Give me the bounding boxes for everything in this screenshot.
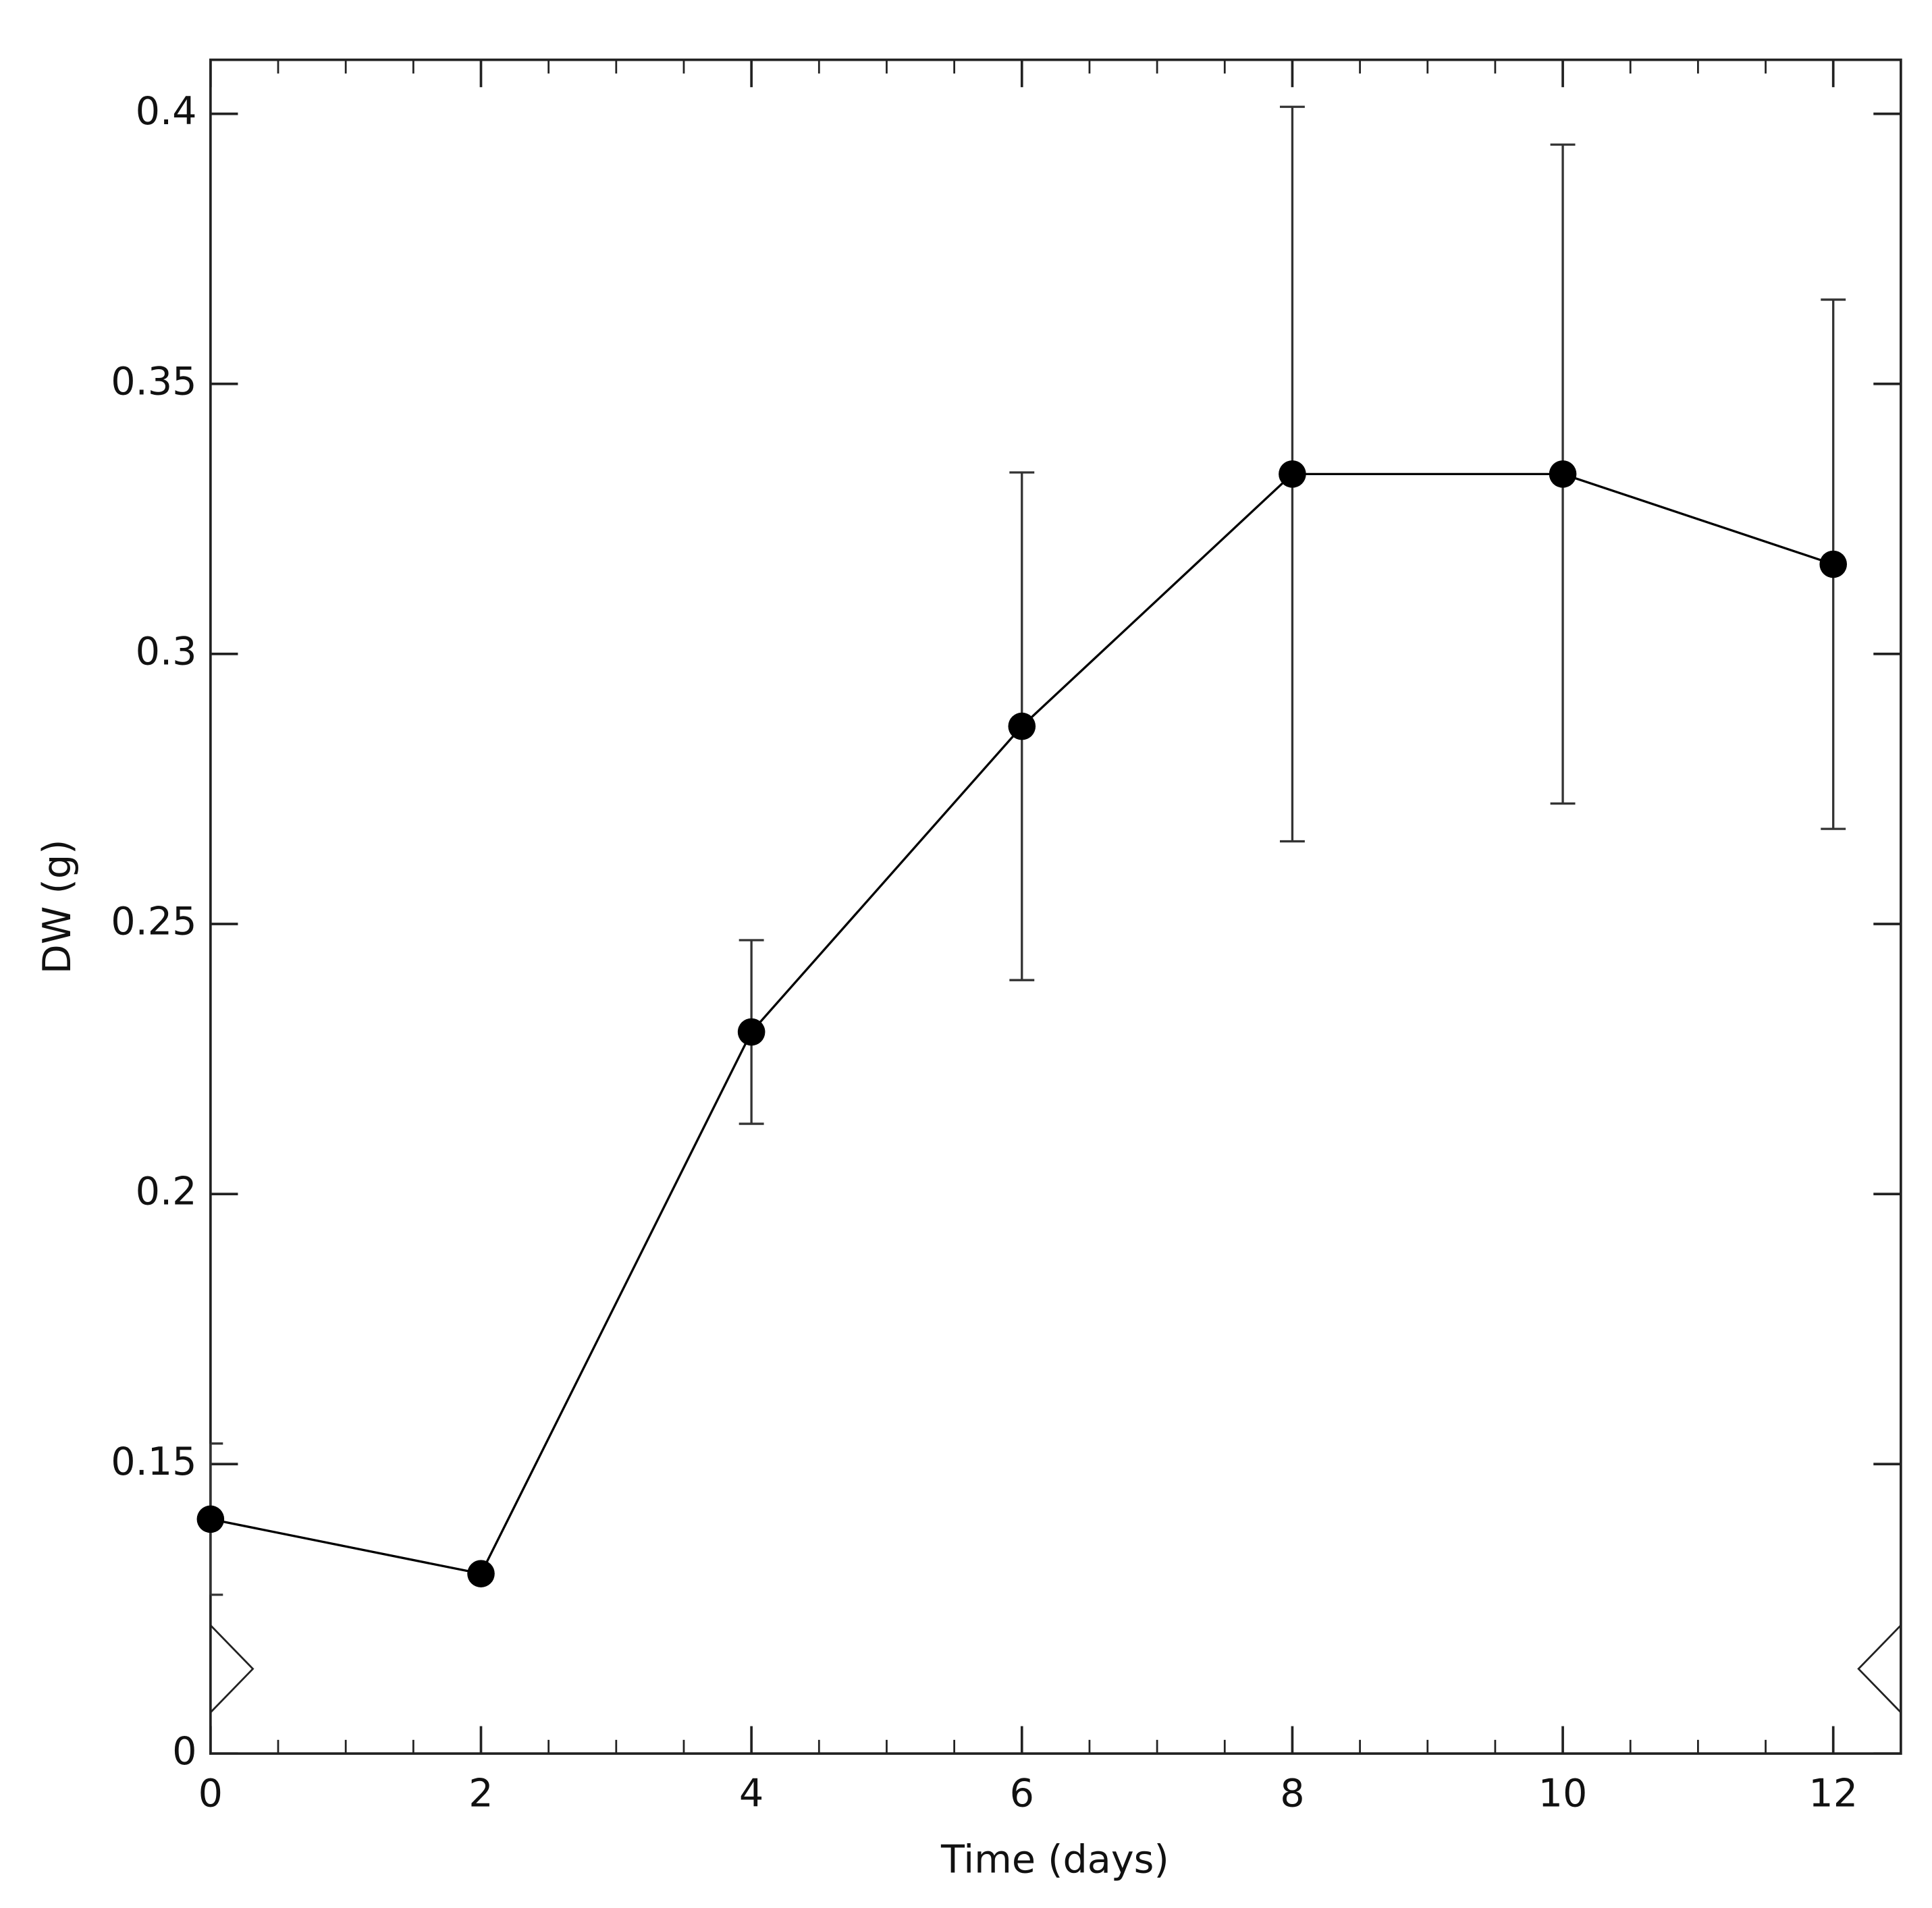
data-point (737, 1018, 766, 1046)
data-point (1008, 712, 1036, 740)
y-tick-label: 0 (172, 1729, 196, 1774)
axis-break (209, 1625, 254, 1714)
x-tick-label: 2 (468, 1772, 493, 1816)
x-tick-label: 10 (1538, 1772, 1588, 1816)
x-tick-label: 6 (1010, 1772, 1034, 1816)
data-point (467, 1560, 495, 1587)
data-point (1819, 550, 1848, 578)
data-point (1279, 460, 1306, 488)
y-tick-label: 0.15 (111, 1440, 196, 1484)
axis-break (1857, 1625, 1902, 1714)
data-point (196, 1505, 225, 1533)
y-tick-label: 0.25 (111, 900, 196, 944)
x-tick-label: 0 (198, 1772, 223, 1816)
x-tick-label: 4 (739, 1772, 763, 1816)
y-tick-label: 0.3 (136, 629, 197, 674)
y-tick-label: 0.4 (136, 89, 197, 134)
plot-frame (209, 58, 1902, 1755)
x-tick-label: 8 (1280, 1772, 1304, 1816)
y-tick-label: 0.2 (136, 1170, 197, 1214)
x-axis-label: Time (days) (940, 1837, 1169, 1882)
data-point (1549, 460, 1577, 488)
y-tick-label: 0.35 (111, 359, 196, 404)
x-tick-label: 12 (1808, 1772, 1858, 1816)
y-axis-label: DW (g) (35, 840, 80, 975)
